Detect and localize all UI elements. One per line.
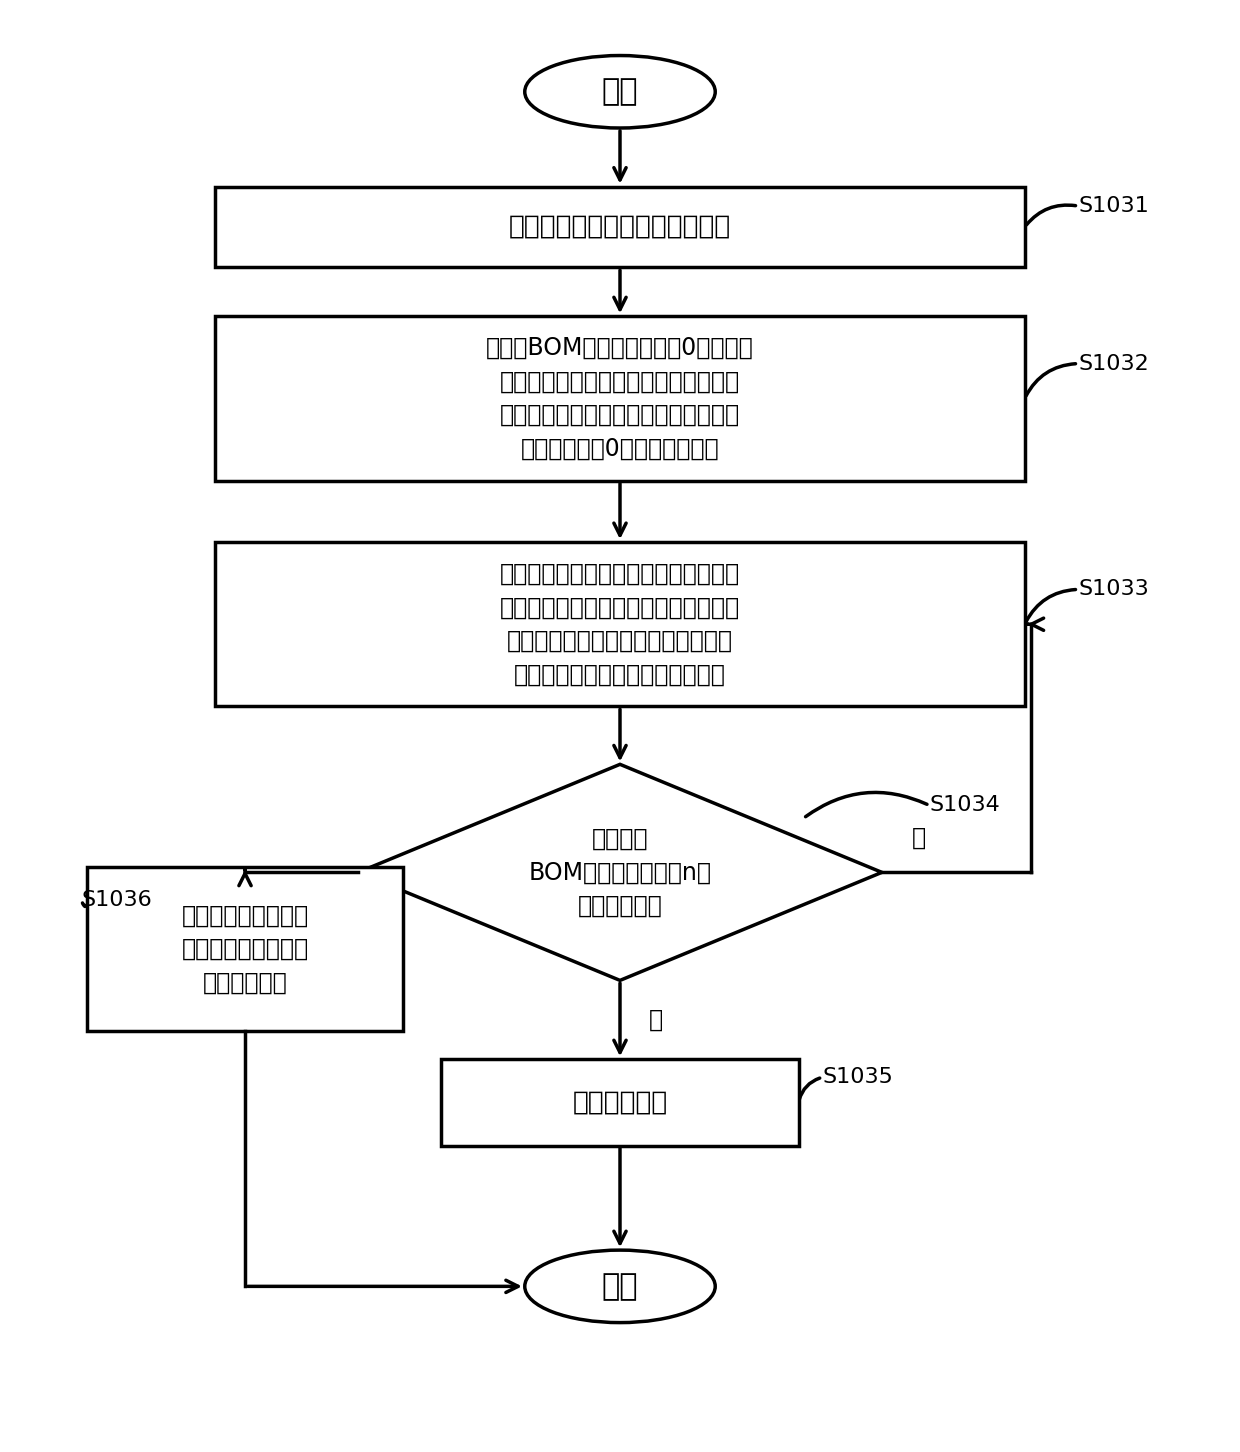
Text: S1033: S1033 [1079, 579, 1149, 600]
Text: 退出计算流程: 退出计算流程 [573, 1089, 667, 1115]
Bar [87, 867, 403, 1031]
Text: S1032: S1032 [1079, 354, 1149, 373]
Ellipse shape [525, 1250, 715, 1323]
Text: 判断临时
BOM表结构的阶层数n是
否小于设定値: 判断临时 BOM表结构的阶层数n是 否小于设定値 [528, 826, 712, 918]
Bar [216, 317, 1024, 481]
Text: 从临时BOM表结构中获取第0层物料的
待展开数据和低位码，将该待展开数据
放置于待展开数据表中对应选项，更新
低位码表中第0层物料的低位码: 从临时BOM表结构中获取第0层物料的 待展开数据和低位码，将该待展开数据 放置于… [486, 337, 754, 460]
Text: 获取下一层中所有物料的待展开数据和
低位码，将该下一层对应物料的待展开
数据放置于待展开数据表中对应选项
更新低位码表中对应物料的低位码: 获取下一层中所有物料的待展开数据和 低位码，将该下一层对应物料的待展开 数据放置… [500, 562, 740, 687]
Text: 是: 是 [911, 826, 926, 849]
Bar [216, 186, 1024, 267]
Text: 开始: 开始 [601, 77, 639, 106]
Text: S1031: S1031 [1079, 196, 1149, 216]
Text: 否: 否 [649, 1008, 662, 1032]
Text: 结束: 结束 [601, 1272, 639, 1301]
Text: 校验低位码计算流程
是否出错，若是，则
提示出错信息: 校验低位码计算流程 是否出错，若是，则 提示出错信息 [181, 903, 309, 995]
Text: S1035: S1035 [822, 1067, 893, 1088]
Text: S1034: S1034 [930, 796, 1001, 816]
Text: 设置低位码表以及待展开数据表: 设置低位码表以及待展开数据表 [508, 213, 732, 240]
Bar [216, 542, 1024, 707]
Polygon shape [358, 764, 882, 980]
Ellipse shape [525, 55, 715, 128]
Bar [441, 1059, 799, 1146]
Text: S1036: S1036 [82, 890, 153, 910]
